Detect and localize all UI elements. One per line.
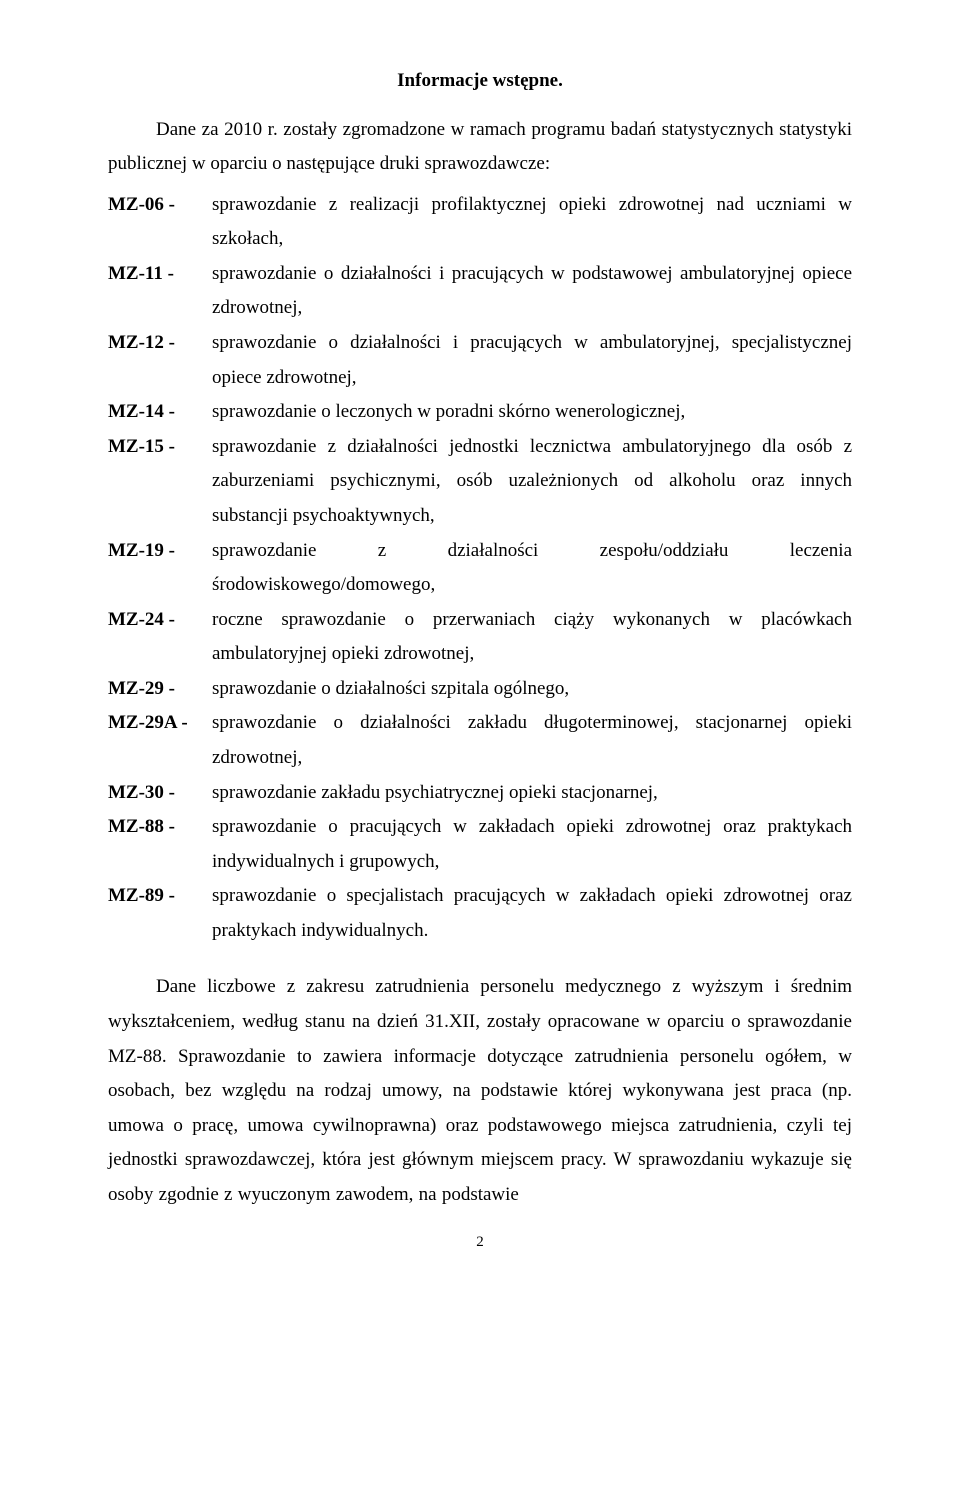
definition-row: MZ-29 -sprawozdanie o działalności szpit… (108, 672, 852, 707)
definition-code: MZ-14 - (108, 395, 212, 430)
footer-paragraph: Dane liczbowe z zakresu zatrudnienia per… (108, 970, 852, 1212)
definition-row: MZ-24 -roczne sprawozdanie o przerwaniac… (108, 603, 852, 672)
definition-text: sprawozdanie o działalności i pracującyc… (212, 257, 852, 326)
definition-code: MZ-15 - (108, 430, 212, 534)
definition-code: MZ-89 - (108, 879, 212, 948)
definition-code: MZ-19 - (108, 534, 212, 603)
definition-text: sprawozdanie z działalności jednostki le… (212, 430, 852, 534)
definition-code: MZ-12 - (108, 326, 212, 395)
definition-text: sprawozdanie o pracujących w zakładach o… (212, 810, 852, 879)
intro-paragraph: Dane za 2010 r. zostały zgromadzone w ra… (108, 113, 852, 182)
page-number: 2 (108, 1229, 852, 1256)
definition-row: MZ-15 -sprawozdanie z działalności jedno… (108, 430, 852, 534)
definition-row: MZ-11 -sprawozdanie o działalności i pra… (108, 257, 852, 326)
definition-row: MZ-06 -sprawozdanie z realizacji profila… (108, 188, 852, 257)
definition-code: MZ-29A - (108, 706, 212, 775)
definition-code: MZ-11 - (108, 257, 212, 326)
definition-row: MZ-89 -sprawozdanie o specjalistach prac… (108, 879, 852, 948)
definition-text: sprawozdanie o działalności szpitala ogó… (212, 672, 852, 707)
definition-text: roczne sprawozdanie o przerwaniach ciąży… (212, 603, 852, 672)
definition-row: MZ-12 -sprawozdanie o działalności i pra… (108, 326, 852, 395)
definition-text: sprawozdanie z działalności zespołu/oddz… (212, 534, 852, 603)
definition-code: MZ-88 - (108, 810, 212, 879)
definition-row: MZ-30 -sprawozdanie zakładu psychiatrycz… (108, 776, 852, 811)
definition-text: sprawozdanie z realizacji profilaktyczne… (212, 188, 852, 257)
document-page: Informacje wstępne. Dane za 2010 r. zost… (0, 0, 960, 1488)
definition-text: sprawozdanie o działalności zakładu dług… (212, 706, 852, 775)
definition-text: sprawozdanie o specjalistach pracujących… (212, 879, 852, 948)
definition-text: sprawozdanie zakładu psychiatrycznej opi… (212, 776, 852, 811)
definitions-list: MZ-06 -sprawozdanie z realizacji profila… (108, 188, 852, 949)
definition-code: MZ-24 - (108, 603, 212, 672)
definition-code: MZ-06 - (108, 188, 212, 257)
definition-row: MZ-19 -sprawozdanie z działalności zespo… (108, 534, 852, 603)
definition-code: MZ-30 - (108, 776, 212, 811)
definition-row: MZ-14 -sprawozdanie o leczonych w poradn… (108, 395, 852, 430)
page-title: Informacje wstępne. (108, 64, 852, 99)
definition-code: MZ-29 - (108, 672, 212, 707)
definition-row: MZ-29A -sprawozdanie o działalności zakł… (108, 706, 852, 775)
definition-text: sprawozdanie o leczonych w poradni skórn… (212, 395, 852, 430)
definition-text: sprawozdanie o działalności i pracującyc… (212, 326, 852, 395)
definition-row: MZ-88 -sprawozdanie o pracujących w zakł… (108, 810, 852, 879)
